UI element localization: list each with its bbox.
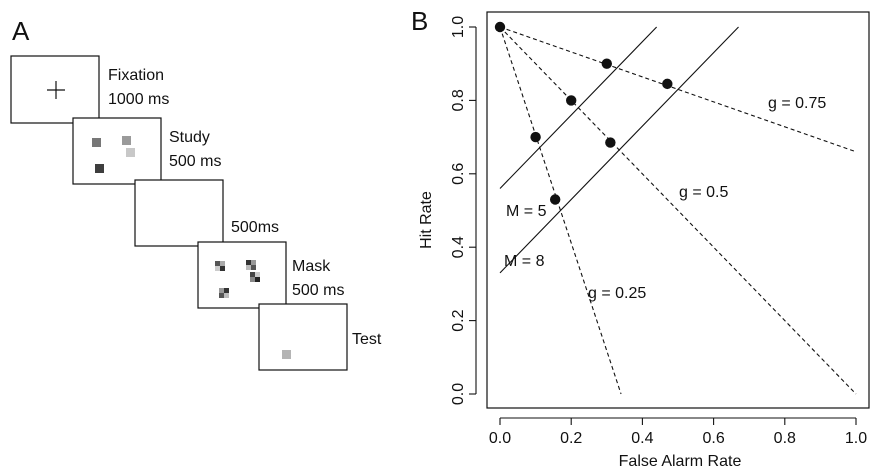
data-point-2 (530, 131, 541, 143)
y-tick-label: 0.0 (450, 383, 467, 405)
study-square-1 (92, 138, 101, 147)
x-tick-label: 0.4 (631, 430, 653, 447)
test-square (282, 350, 291, 359)
plot-box (486, 11, 870, 409)
label-m8: M = 8 (504, 253, 545, 270)
mask-screen: Mask 500 ms (197, 241, 344, 309)
study-square-3 (126, 148, 135, 157)
blank-frame (134, 179, 224, 247)
study-screen: Study 500 ms (72, 117, 221, 185)
panel-b: B 0.0 0.2 0.4 0.6 0.8 1.0 0.00.20.40.60.81.0 … (411, 6, 870, 470)
study-square-2 (122, 136, 131, 145)
mask-patch-4 (219, 288, 229, 298)
label-m5: M = 5 (506, 203, 547, 220)
y-tick-label: 0.6 (450, 163, 467, 185)
chart-points (494, 21, 673, 205)
test-frame (258, 303, 348, 371)
label-g075: g = 0.75 (768, 95, 826, 112)
series-line-g-0-25 (499, 26, 622, 395)
blank-screen: 500ms (134, 179, 279, 247)
y-tick-label: 1.0 (450, 16, 467, 38)
y-tick-label: 0.8 (450, 89, 467, 111)
x-axis: 0.0 0.2 0.4 0.6 0.8 1.0 (489, 417, 867, 447)
panel-b-label: B (411, 6, 428, 36)
data-point-6 (605, 137, 616, 148)
mask-frame (197, 241, 287, 309)
x-axis-title: False Alarm Rate (619, 453, 742, 470)
x-tick-label: 0.0 (489, 430, 511, 447)
y-tick-label: 0.2 (450, 309, 467, 331)
blank-duration: 500ms (231, 219, 279, 236)
mask-patch-2 (246, 260, 256, 270)
data-point-3 (566, 95, 577, 106)
y-tick-label: 0.4 (450, 236, 467, 258)
data-point-5 (549, 194, 561, 205)
label-g025: g = 0.25 (588, 285, 646, 302)
test-title: Test (352, 331, 382, 348)
x-tick-label: 0.6 (702, 430, 724, 447)
study-duration: 500 ms (169, 153, 221, 170)
mask-title: Mask (292, 258, 331, 275)
y-axis: 0.0 0.2 0.4 0.6 0.8 1.0 (450, 16, 477, 405)
fixation-title: Fixation (108, 67, 164, 84)
study-square-4 (95, 164, 104, 173)
test-screen: Test (258, 303, 382, 371)
x-tick-label: 0.8 (774, 430, 796, 447)
x-tick-label: 0.2 (560, 430, 582, 447)
study-title: Study (169, 129, 210, 146)
data-point-7 (662, 78, 673, 90)
study-frame (72, 117, 162, 185)
series-line-g-0-5 (499, 26, 857, 395)
mask-patch-1 (215, 261, 225, 271)
mask-duration: 500 ms (292, 282, 344, 299)
data-point-1 (494, 21, 506, 33)
fixation-duration: 1000 ms (108, 91, 169, 108)
x-tick-label: 1.0 (845, 430, 867, 447)
label-g05: g = 0.5 (679, 184, 728, 201)
data-point-4 (601, 58, 612, 69)
fixation-screen: Fixation 1000 ms (10, 55, 169, 124)
panel-a-label: A (12, 16, 30, 46)
panel-a: A Fixation 1000 ms Study 500 ms 500ms (10, 16, 382, 371)
y-axis-title: Hit Rate (418, 191, 435, 249)
chart-lines (499, 26, 857, 395)
mask-patch-3 (250, 272, 260, 282)
